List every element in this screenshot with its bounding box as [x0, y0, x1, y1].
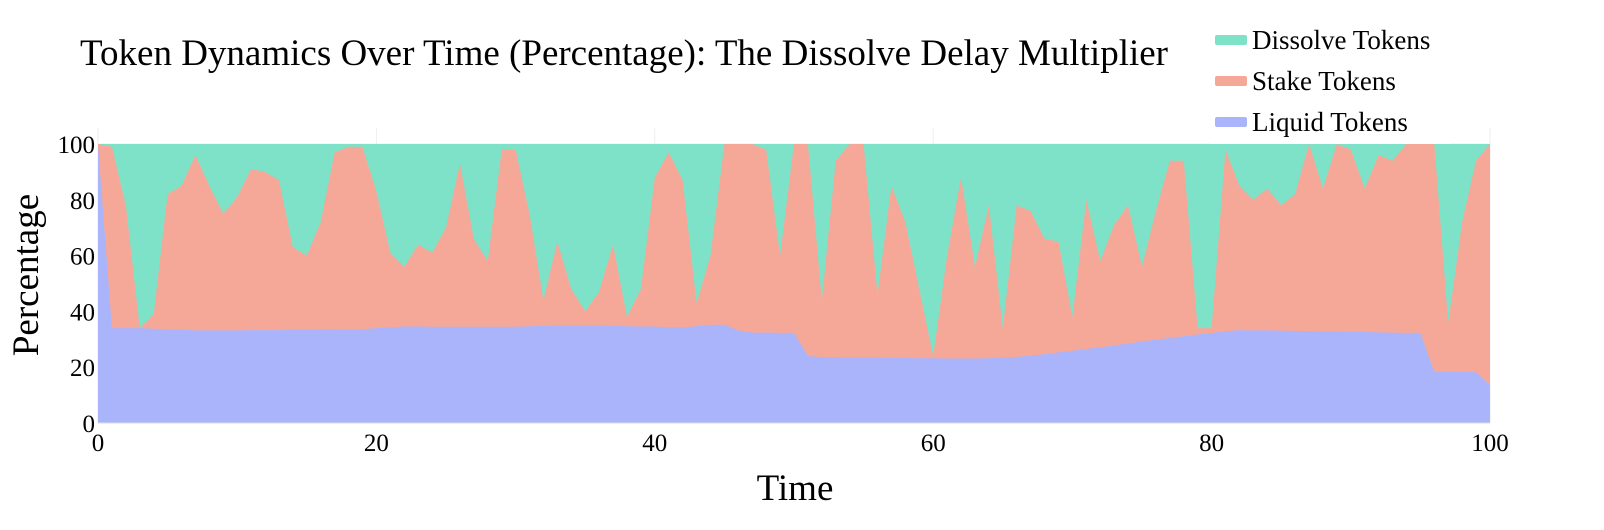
- x-tick-label-100: 100: [1471, 430, 1509, 457]
- legend-background: [1210, 22, 1450, 144]
- x-tick-label-80: 80: [1199, 430, 1224, 457]
- x-tick-label-0: 0: [92, 430, 105, 457]
- axes: 0 20 40 60 80 100 0 20 40 60 80 100: [58, 132, 1509, 457]
- legend-swatch-liquid-tokens: [1215, 117, 1247, 127]
- y-tick-label-60: 60: [70, 244, 95, 271]
- legend-label-dissolve-tokens: Dissolve Tokens: [1252, 25, 1430, 55]
- legend-label-stake-tokens: Stake Tokens: [1252, 66, 1396, 96]
- area-liquid-tokens: [98, 144, 1490, 423]
- y-tick-label-100: 100: [58, 132, 96, 159]
- x-axis-title: Time: [757, 468, 834, 509]
- x-tick-label-40: 40: [642, 430, 667, 457]
- legend-swatch-stake-tokens: [1215, 76, 1247, 86]
- legend-label-liquid-tokens: Liquid Tokens: [1252, 107, 1408, 137]
- y-axis-title: Percentage: [6, 194, 47, 356]
- legend-swatch-dissolve-tokens: [1215, 35, 1247, 45]
- chart-title: Token Dynamics Over Time (Percentage): T…: [80, 33, 1168, 74]
- y-tick-label-40: 40: [70, 299, 95, 326]
- x-tick-label-60: 60: [921, 430, 946, 457]
- y-tick-label-80: 80: [70, 188, 95, 215]
- y-tick-label-20: 20: [70, 355, 95, 382]
- x-tick-label-20: 20: [364, 430, 389, 457]
- legend: Dissolve Tokens Stake Tokens Liquid Tokens: [1210, 22, 1450, 144]
- y-tick-label-0: 0: [83, 411, 96, 438]
- plot-areas: [98, 144, 1490, 423]
